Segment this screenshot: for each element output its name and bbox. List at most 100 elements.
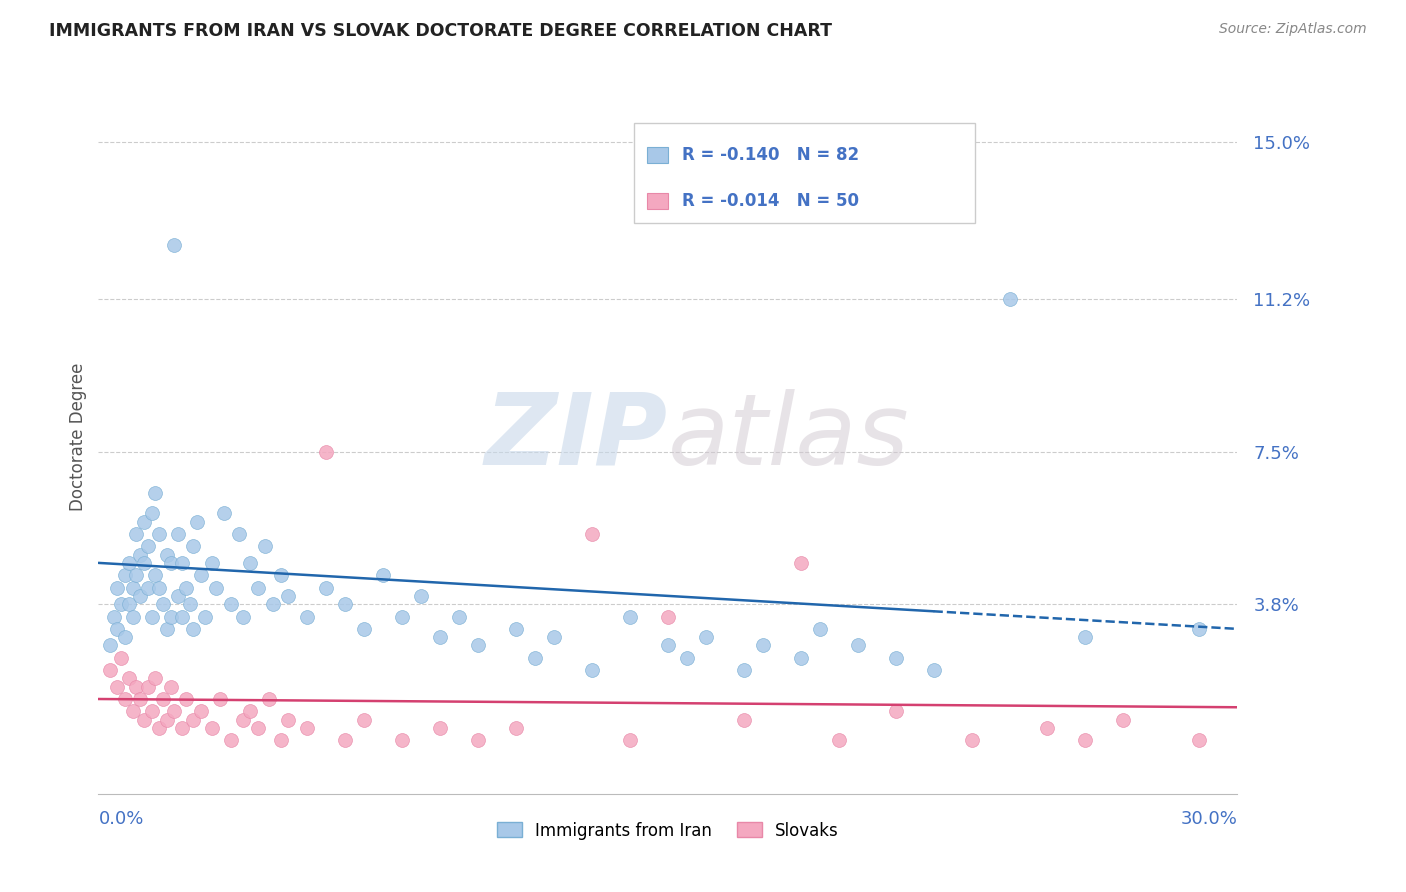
Point	[543, 630, 565, 644]
Point	[125, 680, 148, 694]
Point	[174, 692, 197, 706]
Point	[733, 713, 755, 727]
Point	[277, 589, 299, 603]
Point	[118, 556, 141, 570]
Point	[297, 721, 319, 735]
Point	[467, 639, 489, 653]
Point	[259, 692, 281, 706]
Point	[960, 733, 983, 747]
Point	[1036, 721, 1059, 735]
Point	[212, 507, 235, 521]
Point	[190, 568, 212, 582]
Point	[221, 597, 243, 611]
Point	[232, 609, 254, 624]
Point	[121, 581, 143, 595]
Point	[114, 568, 136, 582]
Point	[174, 581, 197, 595]
Point	[129, 589, 152, 603]
Point	[619, 733, 641, 747]
Text: atlas: atlas	[668, 389, 910, 485]
Point	[270, 568, 292, 582]
Point	[335, 733, 357, 747]
Point	[194, 609, 217, 624]
Point	[145, 672, 167, 686]
Point	[232, 713, 254, 727]
Point	[733, 663, 755, 677]
Point	[118, 597, 141, 611]
Point	[695, 630, 717, 644]
Point	[121, 609, 143, 624]
Point	[208, 692, 231, 706]
Point	[114, 692, 136, 706]
Point	[391, 733, 413, 747]
Point	[205, 581, 228, 595]
Point	[998, 292, 1021, 306]
Text: Source: ZipAtlas.com: Source: ZipAtlas.com	[1219, 22, 1367, 37]
Point	[790, 556, 813, 570]
Point	[1188, 622, 1211, 636]
Point	[239, 705, 262, 719]
Point	[221, 733, 243, 747]
Point	[159, 556, 181, 570]
Point	[114, 630, 136, 644]
Point	[183, 622, 205, 636]
Point	[186, 515, 208, 529]
Point	[148, 527, 170, 541]
FancyBboxPatch shape	[634, 123, 976, 223]
Point	[110, 650, 132, 665]
Point	[505, 622, 527, 636]
Point	[429, 630, 451, 644]
Text: R = -0.140   N = 82: R = -0.140 N = 82	[682, 146, 859, 164]
Point	[118, 672, 141, 686]
Point	[449, 609, 471, 624]
Point	[581, 527, 603, 541]
Point	[141, 609, 163, 624]
Point	[657, 609, 679, 624]
Point	[167, 527, 190, 541]
Point	[429, 721, 451, 735]
Point	[129, 548, 152, 562]
Point	[145, 485, 167, 500]
Point	[657, 639, 679, 653]
Point	[110, 597, 132, 611]
Point	[170, 556, 193, 570]
Point	[315, 444, 337, 458]
Point	[163, 705, 186, 719]
Point	[262, 597, 284, 611]
Point	[391, 609, 413, 624]
Point	[170, 609, 193, 624]
Point	[107, 622, 129, 636]
Point	[315, 581, 337, 595]
Point	[846, 639, 869, 653]
Text: R = -0.014   N = 50: R = -0.014 N = 50	[682, 192, 859, 210]
Bar	[647, 147, 668, 163]
Point	[581, 663, 603, 677]
Bar	[647, 194, 668, 209]
Point	[132, 713, 155, 727]
Point	[884, 705, 907, 719]
Point	[676, 650, 699, 665]
Point	[125, 568, 148, 582]
Point	[163, 238, 186, 252]
Y-axis label: Doctorate Degree: Doctorate Degree	[69, 363, 87, 511]
Point	[270, 733, 292, 747]
Point	[141, 507, 163, 521]
Point	[353, 713, 375, 727]
Point	[371, 568, 394, 582]
Point	[156, 713, 179, 727]
Point	[808, 622, 831, 636]
Point	[1188, 733, 1211, 747]
Point	[524, 650, 547, 665]
Point	[156, 548, 179, 562]
Point	[141, 705, 163, 719]
Point	[159, 680, 181, 694]
Point	[107, 680, 129, 694]
Point	[467, 733, 489, 747]
Point	[121, 705, 143, 719]
Text: IMMIGRANTS FROM IRAN VS SLOVAK DOCTORATE DEGREE CORRELATION CHART: IMMIGRANTS FROM IRAN VS SLOVAK DOCTORATE…	[49, 22, 832, 40]
Point	[1074, 733, 1097, 747]
Point	[136, 540, 159, 554]
Point	[98, 663, 121, 677]
Point	[179, 597, 201, 611]
Point	[103, 609, 125, 624]
